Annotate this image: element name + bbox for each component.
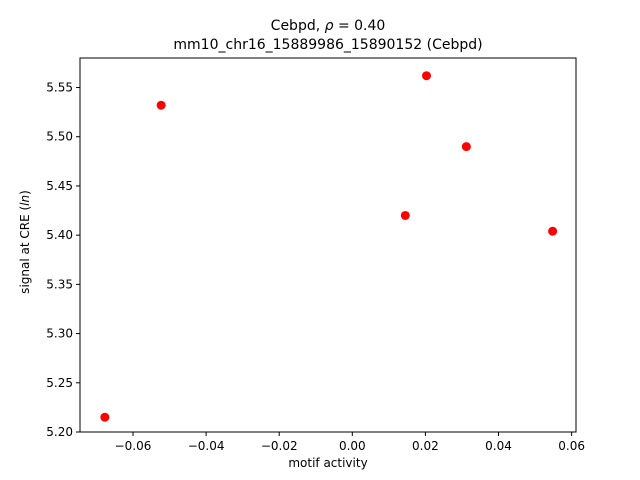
- data-point-2: [400, 210, 410, 220]
- y-tick-label-6: 5.50: [46, 130, 73, 144]
- y-tick-label-7: 5.55: [46, 81, 73, 95]
- data-point-5: [548, 226, 558, 236]
- x-tick-label-1: −0.04: [188, 439, 225, 453]
- x-tick-label-2: −0.02: [261, 439, 298, 453]
- axes-frame: [79, 57, 577, 433]
- x-tick-label-3: 0.00: [339, 439, 366, 453]
- plot-area: −0.06 −0.04 −0.02 0.00 0.02 0.04 0.06 5.20 5.25 5…: [46, 57, 585, 453]
- x-axis-label: motif activity: [288, 456, 367, 470]
- y-tick-label-3: 5.35: [46, 277, 73, 291]
- data-point-0: [100, 412, 110, 422]
- y-tick-label-0: 5.20: [46, 425, 73, 439]
- data-point-4: [461, 142, 471, 152]
- y-tick-label-4: 5.40: [46, 228, 73, 242]
- data-point-3: [422, 71, 432, 81]
- data-point-1: [156, 100, 166, 110]
- y-axis-label: signal at CRE (ln): [18, 190, 32, 294]
- y-tick-label-5: 5.45: [46, 179, 73, 193]
- x-tick-label-5: 0.04: [485, 439, 512, 453]
- rho-symbol: ρ: [325, 18, 334, 34]
- y-tick-label-2: 5.30: [46, 327, 73, 341]
- chart-title-line1: Cebpd, ρ = 0.40: [271, 18, 386, 34]
- y-axis-label-italic: ln: [18, 195, 32, 206]
- x-tick-label-4: 0.02: [412, 439, 439, 453]
- x-tick-label-0: −0.06: [115, 439, 152, 453]
- chart-title-line2: mm10_chr16_15889986_15890152 (Cebpd): [173, 37, 482, 53]
- x-tick-label-6: 0.06: [558, 439, 585, 453]
- y-tick-label-1: 5.25: [46, 376, 73, 390]
